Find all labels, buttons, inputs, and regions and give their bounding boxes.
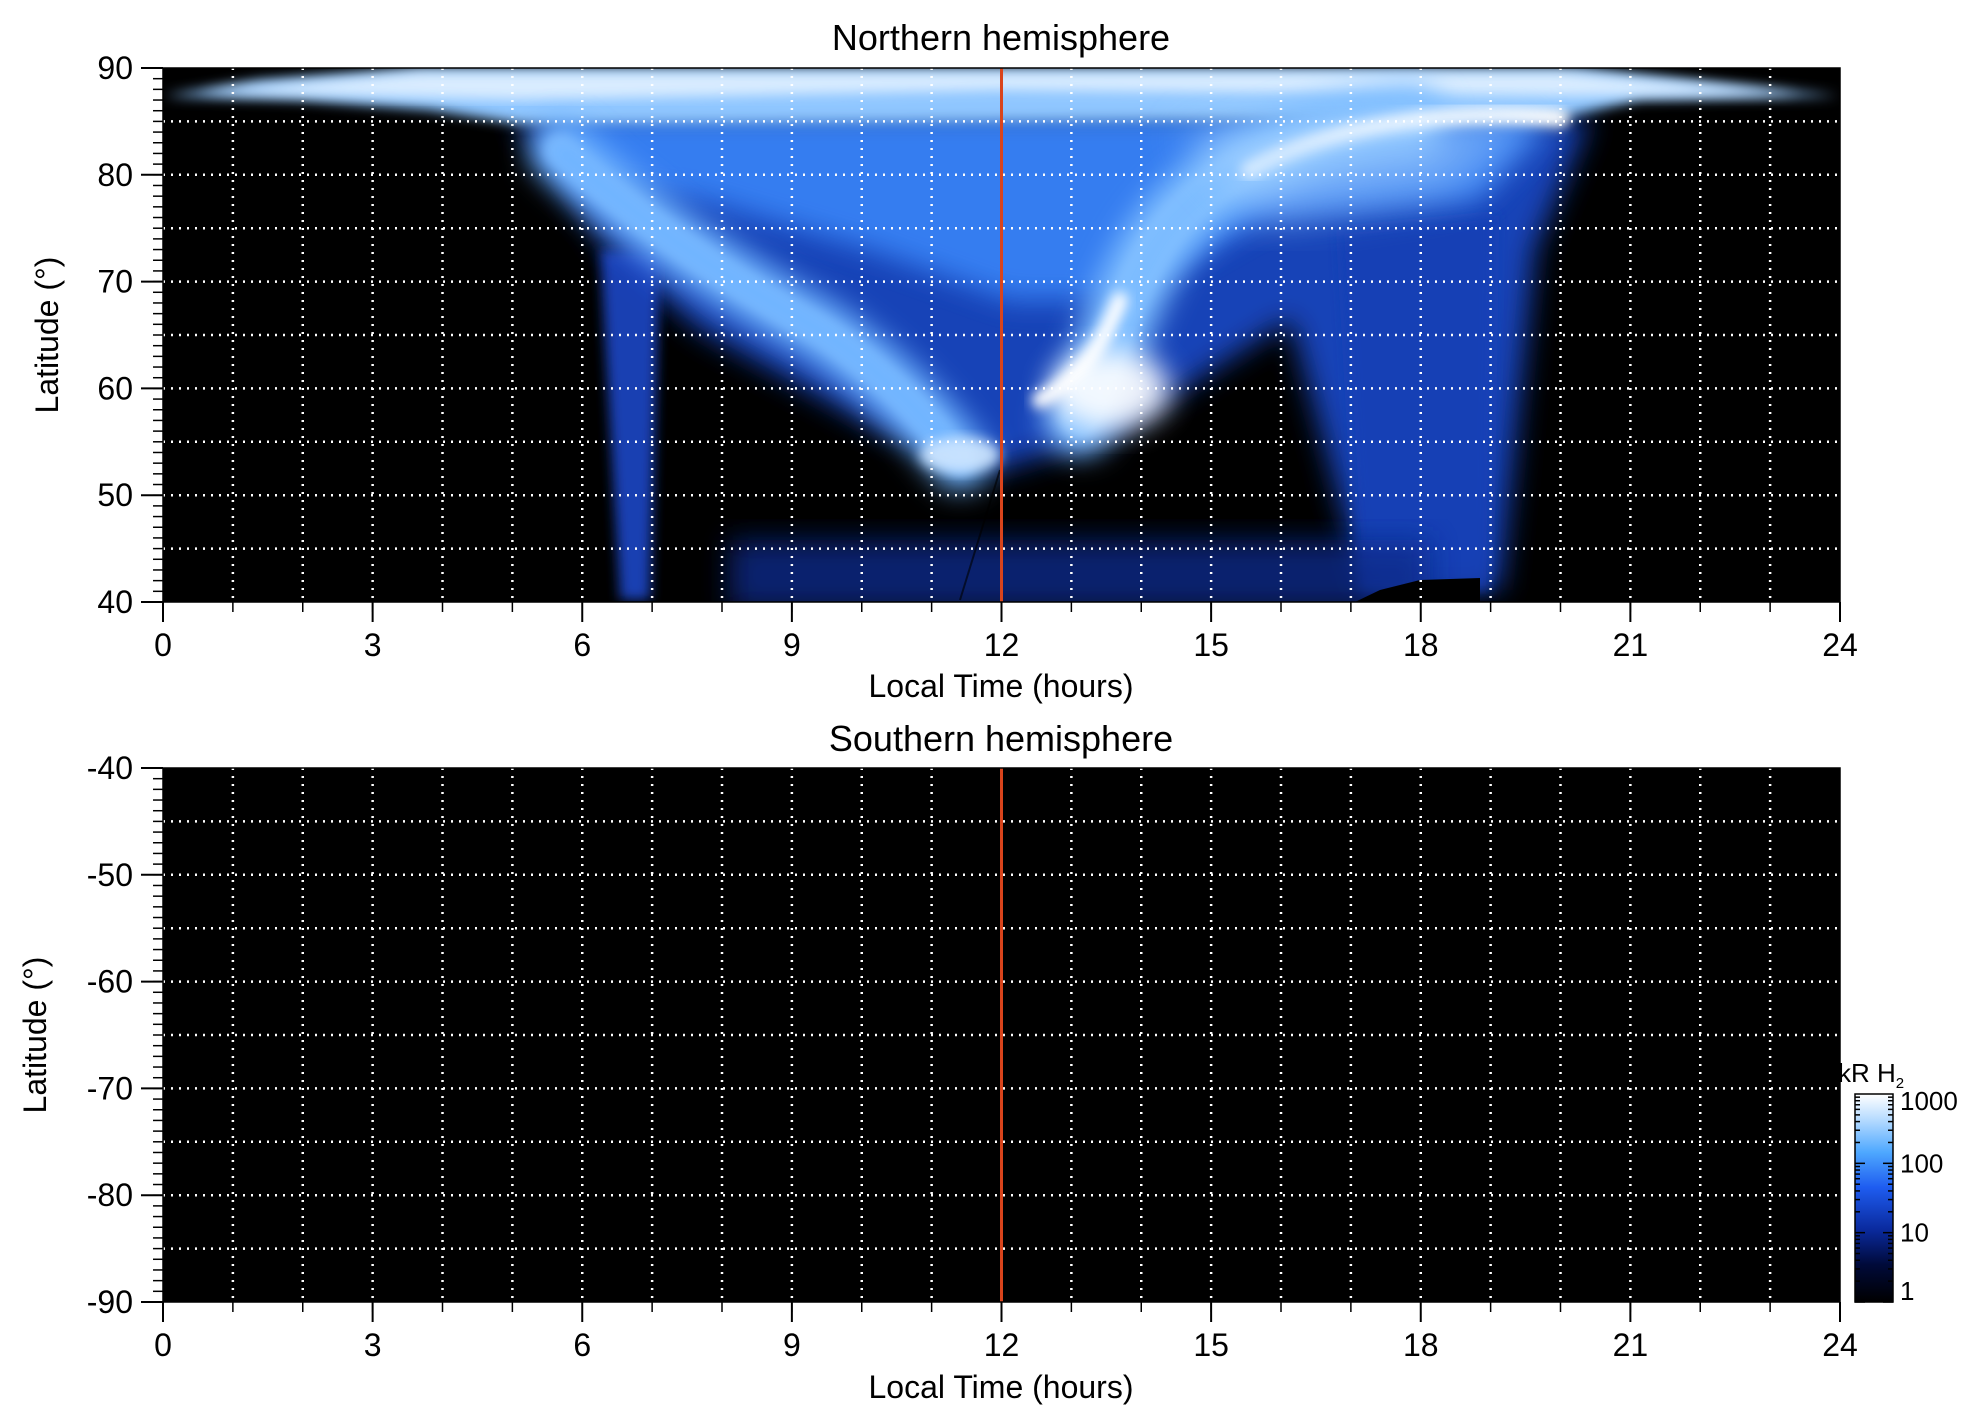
north-x-axis-label: Local Time (hours) bbox=[869, 668, 1134, 704]
south-xtick-label: 6 bbox=[573, 1327, 591, 1363]
colorbar-title: kR H2 bbox=[1838, 1058, 1904, 1092]
colorbar-tick-label: 100 bbox=[1900, 1148, 1943, 1178]
north-ytick-label: 40 bbox=[97, 584, 133, 620]
north-major-ticks bbox=[141, 67, 1841, 622]
south-grid bbox=[163, 768, 1840, 1302]
north-xtick-label: 12 bbox=[984, 627, 1020, 663]
north-ytick-labels: 40 50 60 70 80 90 bbox=[97, 50, 133, 620]
south-x-axis-label: Local Time (hours) bbox=[869, 1369, 1134, 1405]
north-xtick-label: 0 bbox=[154, 627, 172, 663]
north-xtick-label: 15 bbox=[1193, 627, 1229, 663]
colorbar-gradient bbox=[1854, 1093, 1894, 1303]
south-major-ticks bbox=[141, 767, 1841, 1322]
north-grid bbox=[163, 68, 1840, 602]
north-xtick-label: 6 bbox=[573, 627, 591, 663]
colorbar: kR H2 1000 100 10 1 bbox=[1838, 1058, 1958, 1306]
colorbar-title-subscript: 2 bbox=[1896, 1075, 1904, 1092]
north-ytick-label: 90 bbox=[97, 50, 133, 86]
south-ytick-label: -40 bbox=[87, 750, 133, 786]
north-xtick-label: 24 bbox=[1822, 627, 1858, 663]
south-xtick-label: 3 bbox=[364, 1327, 382, 1363]
north-ytick-label: 50 bbox=[97, 477, 133, 513]
south-ytick-label: -70 bbox=[87, 1070, 133, 1106]
south-panel-title: Southern hemisphere bbox=[829, 718, 1173, 759]
north-xtick-label: 9 bbox=[783, 627, 801, 663]
north-panel: Northern hemisphere bbox=[29, 17, 1858, 704]
colorbar-tick-label: 1 bbox=[1900, 1276, 1914, 1306]
north-xtick-labels: 0 3 6 9 12 15 18 21 24 bbox=[154, 627, 1858, 663]
colorbar-tick-label: 10 bbox=[1900, 1218, 1929, 1248]
south-xtick-labels: 0 3 6 9 12 15 18 21 24 bbox=[154, 1327, 1858, 1363]
north-ytick-label: 80 bbox=[97, 157, 133, 193]
south-xtick-label: 0 bbox=[154, 1327, 172, 1363]
colorbar-tick-label: 1000 bbox=[1900, 1086, 1958, 1116]
south-xtick-label: 12 bbox=[984, 1327, 1020, 1363]
north-ytick-label: 70 bbox=[97, 264, 133, 300]
south-ytick-label: -90 bbox=[87, 1284, 133, 1320]
south-xtick-label: 18 bbox=[1403, 1327, 1439, 1363]
north-y-axis-label: Latitude (°) bbox=[29, 257, 65, 414]
south-ytick-label: -80 bbox=[87, 1177, 133, 1213]
south-panel: Southern hemisphere 0 3 6 9 12 15 18 21 24 -40 -5… bbox=[17, 718, 1858, 1405]
colorbar-title-main: kR H bbox=[1838, 1058, 1896, 1088]
north-ytick-label: 60 bbox=[97, 370, 133, 406]
south-ytick-label: -60 bbox=[87, 964, 133, 1000]
south-y-axis-label: Latitude (°) bbox=[17, 957, 53, 1114]
north-xtick-label: 18 bbox=[1403, 627, 1439, 663]
south-ytick-label: -50 bbox=[87, 857, 133, 893]
north-xtick-label: 21 bbox=[1613, 627, 1649, 663]
north-xtick-label: 3 bbox=[364, 627, 382, 663]
south-xtick-label: 24 bbox=[1822, 1327, 1858, 1363]
north-panel-title: Northern hemisphere bbox=[832, 17, 1170, 58]
colorbar-tick-labels: 1000 100 10 1 bbox=[1900, 1086, 1958, 1306]
south-xtick-label: 15 bbox=[1193, 1327, 1229, 1363]
colorbar-ticks bbox=[1855, 1096, 1893, 1303]
south-xtick-label: 21 bbox=[1613, 1327, 1649, 1363]
south-xtick-label: 9 bbox=[783, 1327, 801, 1363]
south-ytick-labels: -40 -50 -60 -70 -80 -90 bbox=[87, 750, 133, 1320]
